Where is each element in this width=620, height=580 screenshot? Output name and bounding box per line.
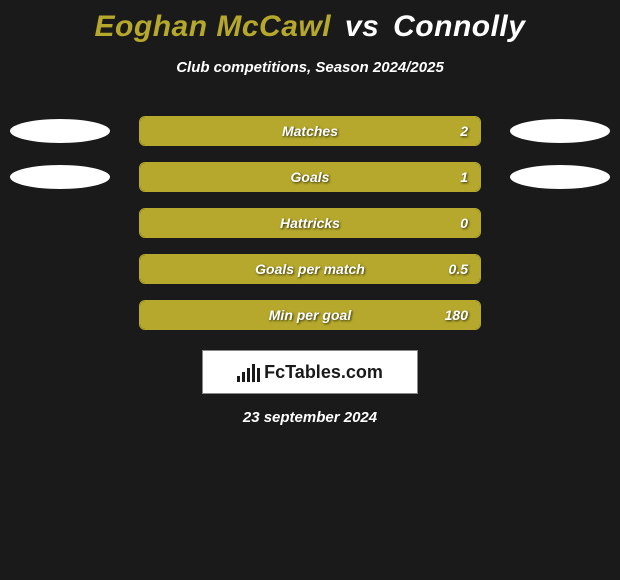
logo-bar: [242, 372, 245, 382]
stat-label: Goals: [291, 169, 330, 185]
logo-content: FcTables.com: [237, 362, 383, 383]
stat-bar: Matches 2: [139, 116, 481, 146]
stat-label: Hattricks: [280, 215, 340, 231]
stat-bar: Goals per match 0.5: [139, 254, 481, 284]
stat-row: Min per goal 180: [0, 300, 620, 330]
stat-value: 1: [460, 169, 468, 185]
stat-value: 180: [445, 307, 468, 323]
stat-value: 0.5: [449, 261, 468, 277]
stat-label: Min per goal: [269, 307, 351, 323]
comparison-container: Eoghan McCawl vs Connolly Club competiti…: [0, 0, 620, 426]
stat-row: Goals per match 0.5: [0, 254, 620, 284]
logo-box[interactable]: FcTables.com: [202, 350, 418, 394]
stat-label: Goals per match: [255, 261, 365, 277]
logo-bar: [252, 364, 255, 382]
stat-bar: Goals 1: [139, 162, 481, 192]
stat-row: Goals 1: [0, 162, 620, 192]
player1-name: Eoghan McCawl: [95, 10, 332, 43]
player2-name: Connolly: [393, 10, 525, 43]
logo-text: FcTables.com: [264, 362, 383, 383]
stat-bar: Min per goal 180: [139, 300, 481, 330]
chart-icon: [237, 362, 260, 382]
vs-text: vs: [345, 10, 379, 43]
stat-value: 0: [460, 215, 468, 231]
stat-value: 2: [460, 123, 468, 139]
stat-bar: Hattricks 0: [139, 208, 481, 238]
subtitle: Club competitions, Season 2024/2025: [0, 59, 620, 76]
stat-label: Matches: [282, 123, 338, 139]
logo-bar: [237, 376, 240, 382]
page-title: Eoghan McCawl vs Connolly: [0, 10, 620, 44]
logo-bar: [247, 368, 250, 382]
marker-right: [510, 165, 610, 189]
stats-area: Matches 2 Goals 1 Hattricks 0 Goals per match 0…: [0, 116, 620, 330]
marker-left: [10, 119, 110, 143]
stat-row: Hattricks 0: [0, 208, 620, 238]
date-text: 23 september 2024: [0, 409, 620, 426]
marker-left: [10, 165, 110, 189]
stat-row: Matches 2: [0, 116, 620, 146]
logo-bar: [257, 368, 260, 382]
marker-right: [510, 119, 610, 143]
